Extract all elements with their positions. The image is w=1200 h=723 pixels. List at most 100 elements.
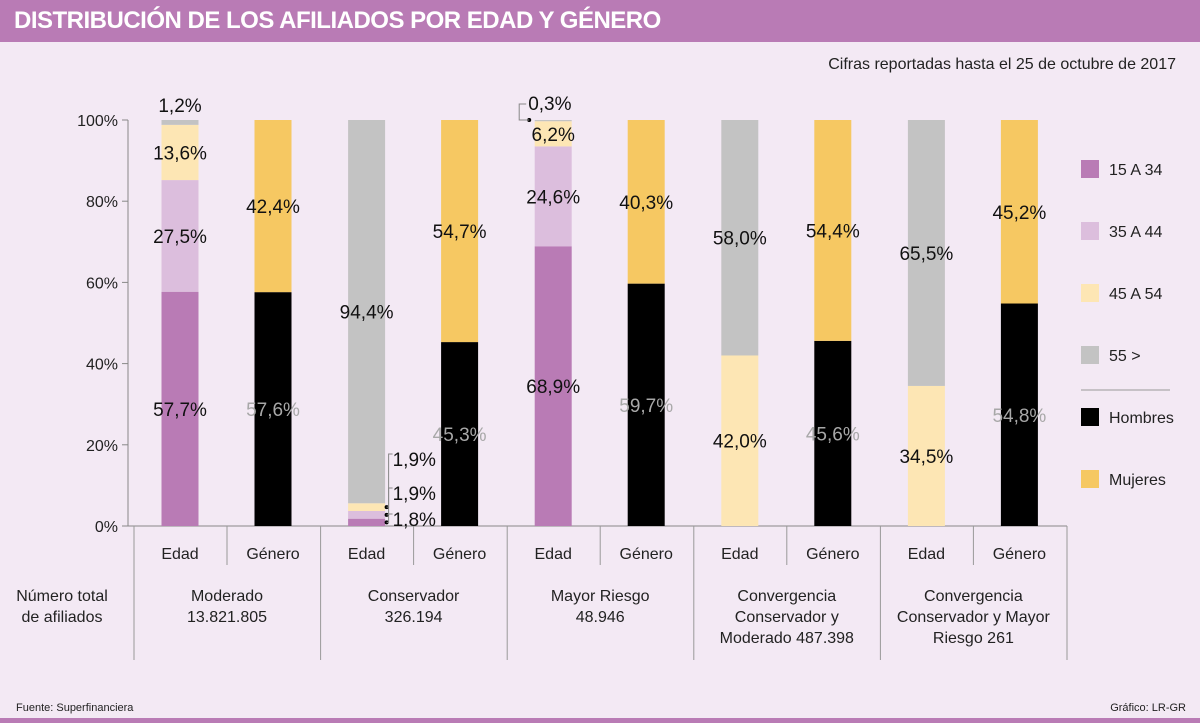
data-label: 59,7%: [619, 396, 673, 417]
legend-swatch: [1081, 160, 1099, 178]
y-tick-label: 80%: [86, 194, 118, 211]
bar-segment-mujeres: [1000, 120, 1038, 304]
bar-segment-hombres: [1000, 303, 1038, 526]
data-label: 94,4%: [340, 303, 394, 324]
group-label: Moderado: [191, 588, 263, 605]
bar-segment-15-a-34: [161, 291, 199, 526]
group-label: Riesgo 261: [933, 630, 1014, 647]
group-label: Conservador y Mayor: [897, 609, 1051, 626]
header-bar: [0, 0, 1200, 42]
data-label: 1,9%: [393, 450, 436, 471]
data-label: 54,7%: [433, 222, 487, 243]
bar-segment-45-a-54: [907, 385, 945, 526]
y-tick-label: 20%: [86, 438, 118, 455]
data-label: 1,8%: [393, 510, 436, 531]
bar-segment-35-a-44: [348, 510, 386, 519]
group-label: Conservador y: [735, 609, 839, 626]
footer-bar: [0, 718, 1200, 723]
data-label: 54,4%: [806, 221, 860, 242]
bar-segment-15-a-34: [534, 246, 572, 527]
row-label: de afiliados: [22, 609, 103, 626]
group-label: Conservador: [368, 588, 460, 605]
data-label: 45,2%: [992, 203, 1046, 224]
bar-segment-hombres: [441, 342, 479, 526]
category-label-edad: Edad: [535, 546, 572, 563]
legend-label: 55 >: [1109, 348, 1141, 365]
bar-segment-mujeres: [627, 120, 665, 284]
bar-segment-45-a-54: [534, 121, 572, 147]
legend-swatch: [1081, 222, 1099, 240]
category-label-genero: Género: [433, 546, 486, 563]
legend-label: 15 A 34: [1109, 162, 1162, 179]
data-label: 40,3%: [619, 193, 673, 214]
legend-swatch: [1081, 408, 1099, 426]
bar-segment-hombres: [814, 340, 852, 526]
bar-segment-hombres: [627, 283, 665, 526]
data-label: 1,9%: [393, 484, 436, 505]
bar-segment-55-: [721, 120, 759, 356]
data-label: 34,5%: [899, 447, 953, 468]
legend-label: 45 A 54: [1109, 286, 1162, 303]
bar-segment-mujeres: [441, 120, 479, 343]
group-label: Convergencia: [924, 588, 1023, 605]
data-label: 45,6%: [806, 424, 860, 445]
category-label-edad: Edad: [908, 546, 945, 563]
y-tick-label: 40%: [86, 357, 118, 374]
bar-segment-35-a-44: [534, 146, 572, 247]
chart-subtitle: Cifras reportadas hasta el 25 de octubre…: [828, 56, 1176, 73]
leader-line: [518, 103, 530, 121]
data-label: 54,8%: [992, 406, 1046, 427]
data-label: 58,0%: [713, 229, 767, 250]
row-label: Número total: [16, 588, 108, 605]
data-label: 65,5%: [899, 244, 953, 265]
bar-segment-55-: [348, 120, 386, 504]
data-label: 0,3%: [528, 94, 571, 115]
data-label: 45,3%: [433, 425, 487, 446]
bar-segment-45-a-54: [161, 124, 199, 181]
legend-label: 35 A 44: [1109, 224, 1162, 241]
bar-segment-55-: [907, 120, 945, 386]
data-label: 1,2%: [158, 96, 201, 117]
data-label: 24,6%: [526, 187, 580, 208]
leader-line: [386, 513, 393, 523]
leader-line: [386, 453, 393, 508]
credit-note: Gráfico: LR-GR: [1110, 702, 1186, 714]
category-label-genero: Género: [806, 546, 859, 563]
bar-segment-35-a-44: [161, 180, 199, 292]
data-label: 57,6%: [246, 400, 300, 421]
bar-segment-55-: [534, 120, 572, 122]
data-label: 42,4%: [246, 197, 300, 218]
bar-segment-mujeres: [814, 120, 852, 341]
group-label: 13.821.805: [187, 609, 267, 626]
legend-swatch: [1081, 284, 1099, 302]
data-label: 42,0%: [713, 432, 767, 453]
group-label: 326.194: [385, 609, 443, 626]
category-label-genero: Género: [620, 546, 673, 563]
legend-label: Hombres: [1109, 410, 1174, 427]
legend-swatch: [1081, 470, 1099, 488]
y-tick-label: 0%: [95, 519, 118, 536]
data-label: 68,9%: [526, 377, 580, 398]
y-tick-label: 100%: [77, 113, 118, 130]
legend-swatch: [1081, 346, 1099, 364]
bar-segment-55-: [161, 120, 199, 125]
data-label: 57,7%: [153, 400, 207, 421]
category-label-edad: Edad: [161, 546, 198, 563]
group-label: Mayor Riesgo: [551, 588, 650, 605]
category-label-genero: Género: [993, 546, 1046, 563]
category-label-edad: Edad: [348, 546, 385, 563]
bar-segment-45-a-54: [348, 503, 386, 511]
bar-segment-hombres: [254, 292, 292, 526]
group-label: 48.946: [576, 609, 625, 626]
category-label-genero: Género: [246, 546, 299, 563]
bar-segment-mujeres: [254, 120, 292, 293]
data-label: 13,6%: [153, 143, 207, 164]
category-label-edad: Edad: [721, 546, 758, 563]
chart-title: DISTRIBUCIÓN DE LOS AFILIADOS POR EDAD Y…: [14, 7, 661, 34]
bar-segment-45-a-54: [721, 355, 759, 526]
group-label: Moderado 487.398: [720, 630, 854, 647]
group-label: Convergencia: [737, 588, 836, 605]
source-note: Fuente: Superfinanciera: [16, 702, 134, 714]
